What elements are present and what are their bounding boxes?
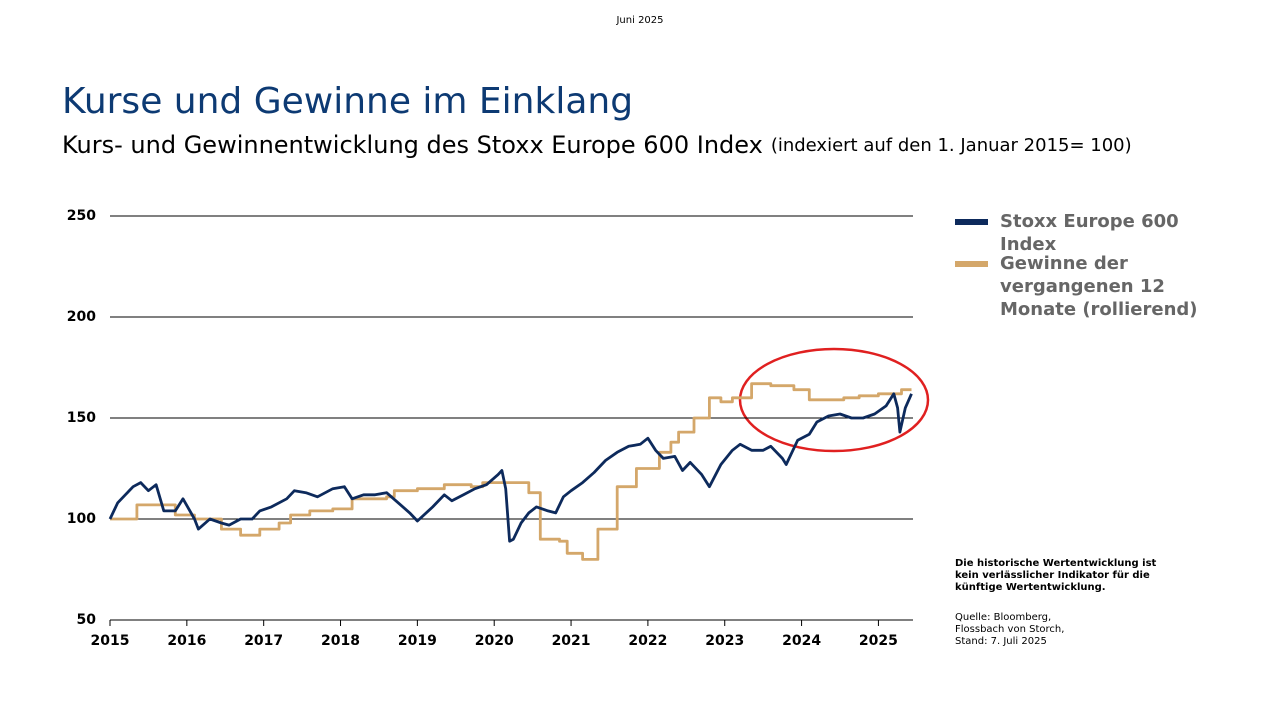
line-series [110, 382, 912, 561]
y-tick-label: 100 [67, 511, 96, 527]
line-series [108, 392, 913, 543]
legend-label: Stoxx Europe 600 Index [1000, 211, 1179, 255]
x-tick-label: 2024 [782, 633, 821, 649]
x-tick-label: 2025 [859, 633, 898, 649]
legend-item: Stoxx Europe 600 Index [1000, 211, 1179, 255]
x-tick-label: 2019 [398, 633, 437, 649]
y-tick-label: 150 [67, 410, 96, 426]
y-tick-label: 200 [67, 309, 96, 325]
chart-title: Kurse und Gewinne im Einklang [62, 81, 633, 122]
x-tick-label: 2022 [628, 633, 667, 649]
disclaimer: Die historische Wertentwicklung ist kein… [955, 558, 1157, 593]
x-tick-label: 2015 [91, 633, 130, 649]
x-tick-label: 2016 [167, 633, 206, 649]
x-tick-label: 2021 [552, 633, 591, 649]
legend-swatch [955, 219, 988, 225]
y-tick-label: 250 [67, 208, 96, 224]
highlight-ellipse [738, 347, 930, 453]
y-tick-label: 50 [77, 612, 97, 628]
legend-swatch [955, 261, 988, 267]
x-tick-label: 2017 [244, 633, 283, 649]
x-tick-label: 2018 [321, 633, 360, 649]
legend-item: Gewinne der vergangenen 12 Monate (rolli… [1000, 253, 1198, 320]
x-tick-label: 2023 [705, 633, 744, 649]
date: Juni 2025 [615, 15, 663, 26]
subtitle: Kurs- und Gewinnentwicklung des Stoxx Eu… [62, 131, 763, 159]
subtitle-note: (indexiert auf den 1. Januar 2015= 100) [771, 135, 1132, 156]
source: Quelle: Bloomberg, Flossbach von Storch,… [955, 612, 1065, 647]
chart-subtitle: Kurs- und Gewinnentwicklung des Stoxx Eu… [62, 131, 1132, 159]
legend-label: Gewinne der vergangenen 12 Monate (rolli… [1000, 253, 1198, 320]
x-tick-label: 2020 [475, 633, 514, 649]
